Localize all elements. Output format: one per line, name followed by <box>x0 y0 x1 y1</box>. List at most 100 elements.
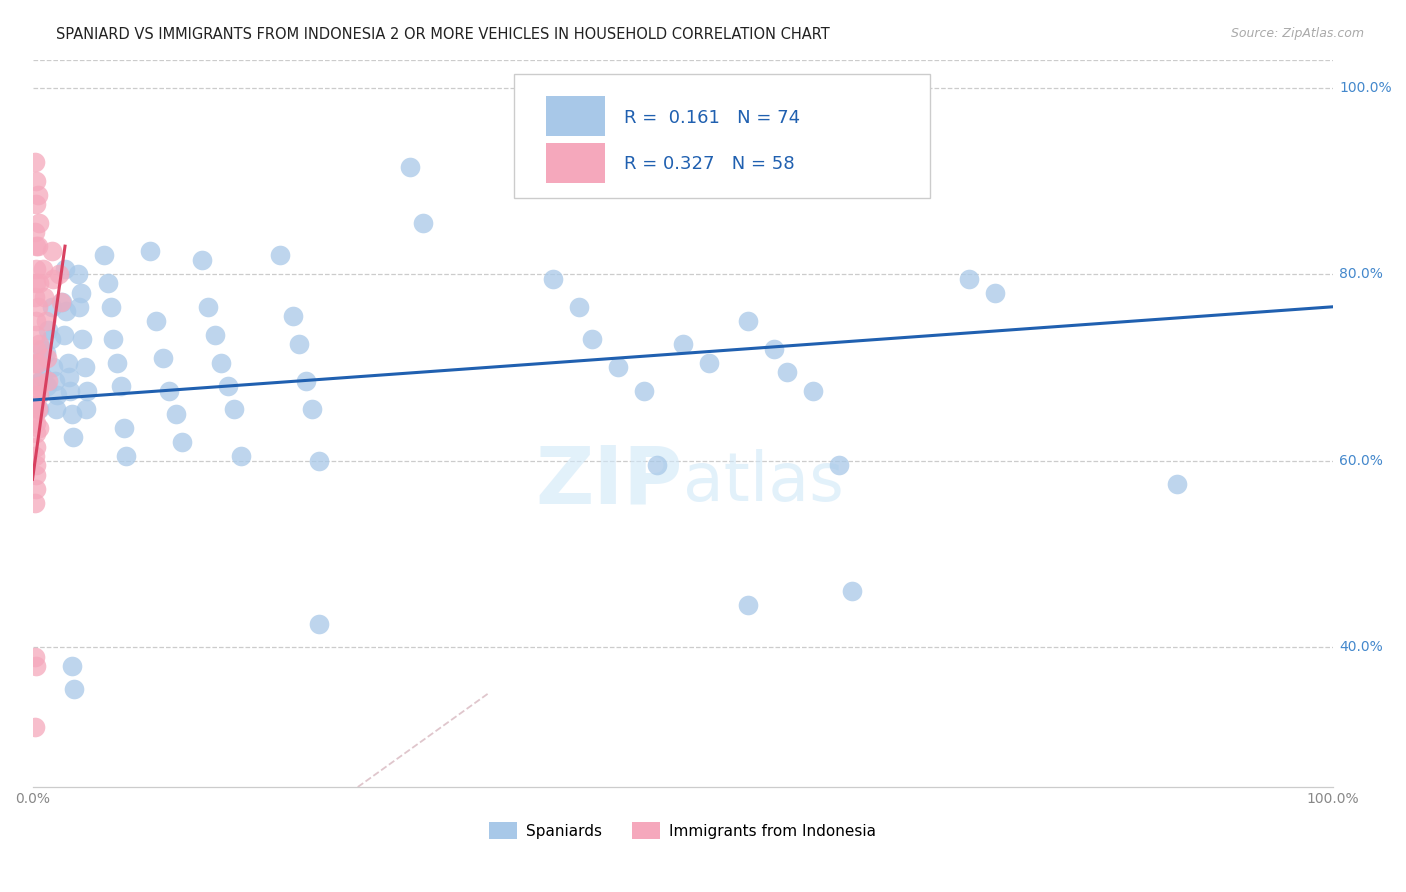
Point <box>73 360 96 375</box>
Point <box>45 402 67 417</box>
Point <box>53 262 76 277</box>
Point <box>31 342 53 356</box>
Point <box>24 388 46 402</box>
Point <box>24 659 46 673</box>
Point <box>28 379 51 393</box>
Point <box>737 599 759 613</box>
Point <box>398 160 420 174</box>
Point <box>288 337 311 351</box>
Point <box>32 262 55 277</box>
Point <box>229 449 252 463</box>
Point <box>828 458 851 473</box>
Text: atlas: atlas <box>683 449 844 515</box>
Point <box>60 407 83 421</box>
Point <box>58 369 80 384</box>
Point <box>24 155 46 169</box>
Text: Source: ZipAtlas.com: Source: ZipAtlas.com <box>1230 27 1364 40</box>
Point <box>101 333 124 347</box>
Point <box>35 379 58 393</box>
Point <box>69 285 91 300</box>
Point <box>115 449 138 463</box>
Point <box>27 402 49 417</box>
Point <box>27 187 49 202</box>
Point <box>25 239 48 253</box>
Point <box>801 384 824 398</box>
Point <box>308 453 330 467</box>
Point <box>28 216 51 230</box>
Point <box>737 314 759 328</box>
Point <box>75 402 97 417</box>
Point <box>25 398 48 412</box>
Point <box>27 300 49 314</box>
Point <box>93 248 115 262</box>
FancyBboxPatch shape <box>546 96 605 136</box>
Text: 100.0%: 100.0% <box>1340 80 1392 95</box>
Point <box>157 384 180 398</box>
Point <box>24 719 46 733</box>
Point <box>25 342 48 356</box>
Point <box>222 402 245 417</box>
Point <box>24 225 46 239</box>
Point <box>672 337 695 351</box>
Point <box>24 496 46 510</box>
Point <box>37 375 59 389</box>
Point <box>24 467 46 482</box>
Text: 80.0%: 80.0% <box>1340 267 1384 281</box>
Point <box>28 388 51 402</box>
Point <box>24 649 46 664</box>
Point <box>34 314 56 328</box>
Point <box>606 360 628 375</box>
Point <box>308 616 330 631</box>
Point <box>165 407 187 421</box>
Point <box>301 402 323 417</box>
Point <box>24 290 46 304</box>
Point <box>568 300 591 314</box>
Point <box>27 356 49 370</box>
Text: R =  0.161   N = 74: R = 0.161 N = 74 <box>624 109 800 127</box>
Point <box>67 300 90 314</box>
Point <box>105 356 128 370</box>
Point <box>776 365 799 379</box>
Point <box>581 333 603 347</box>
Point <box>27 239 49 253</box>
Point <box>25 440 48 454</box>
Point <box>204 327 226 342</box>
Point <box>28 402 51 417</box>
Point <box>25 375 48 389</box>
Point <box>42 272 65 286</box>
Point <box>30 375 52 389</box>
Point <box>412 216 434 230</box>
Point <box>841 584 863 599</box>
Point <box>76 384 98 398</box>
Point <box>28 421 51 435</box>
Point <box>152 351 174 365</box>
Point <box>25 458 48 473</box>
Point <box>24 327 46 342</box>
Point <box>63 682 86 697</box>
Point <box>269 248 291 262</box>
Point <box>957 272 980 286</box>
FancyBboxPatch shape <box>546 144 605 183</box>
Point <box>52 327 75 342</box>
Point <box>281 309 304 323</box>
Point <box>25 174 48 188</box>
Point <box>37 323 59 337</box>
Point <box>25 277 48 291</box>
Point <box>44 375 66 389</box>
Point <box>24 356 46 370</box>
Point <box>209 356 232 370</box>
Point <box>59 384 82 398</box>
Point <box>110 379 132 393</box>
Point <box>138 244 160 258</box>
Point <box>984 285 1007 300</box>
Point <box>170 435 193 450</box>
Point <box>60 659 83 673</box>
Point <box>55 304 77 318</box>
Point <box>145 314 167 328</box>
Point <box>35 351 58 365</box>
Point <box>32 290 55 304</box>
Point <box>645 458 668 473</box>
Legend: Spaniards, Immigrants from Indonesia: Spaniards, Immigrants from Indonesia <box>484 816 883 845</box>
Point <box>197 300 219 314</box>
Text: 40.0%: 40.0% <box>1340 640 1384 654</box>
